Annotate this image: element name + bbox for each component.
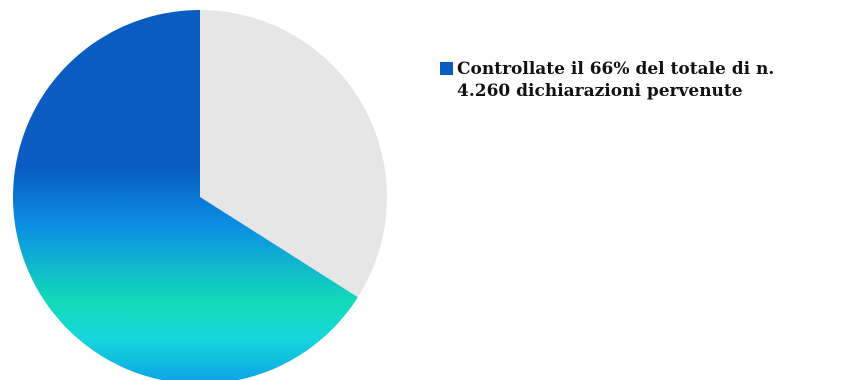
pie-slice-controllate xyxy=(13,10,358,380)
legend-swatch-controllate xyxy=(440,62,453,75)
pie-slices xyxy=(13,10,387,380)
pie-slice-remaining xyxy=(200,10,387,298)
legend: Controllate il 66% del totale di n. 4.26… xyxy=(440,58,845,102)
legend-label-controllate: Controllate il 66% del totale di n. 4.26… xyxy=(457,59,775,101)
